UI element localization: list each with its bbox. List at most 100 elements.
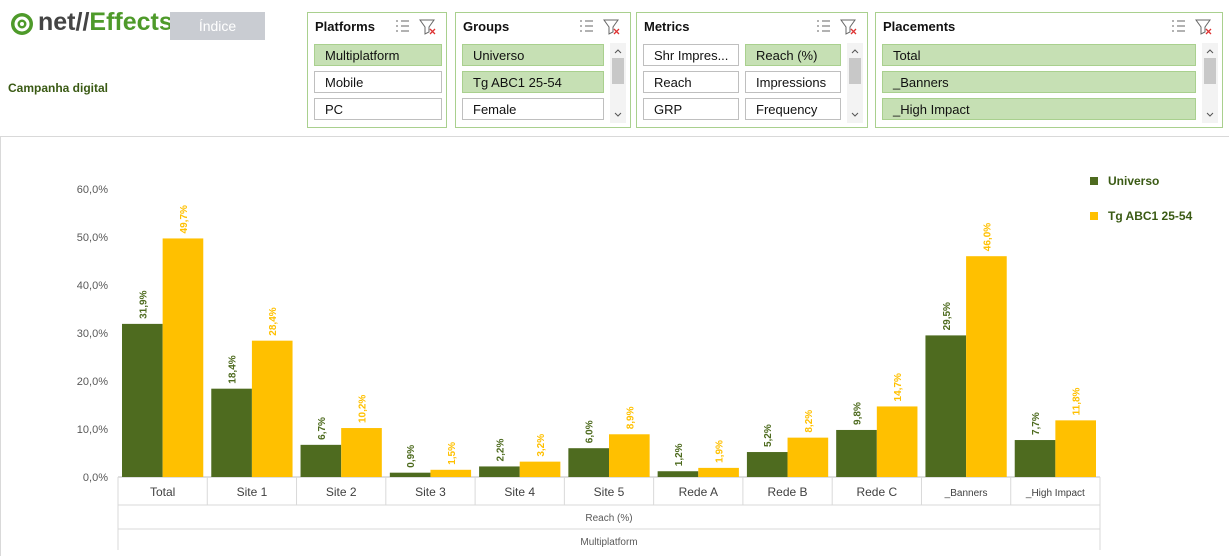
scrollbar[interactable] — [847, 43, 863, 123]
bar — [876, 406, 918, 477]
data-label: 28,4% — [268, 307, 279, 335]
slicer-item[interactable]: Shr Impres... — [643, 44, 739, 66]
slicer: Groups Universo Tg ABC1 25-54 Female — [455, 12, 631, 128]
bar — [609, 434, 650, 477]
x-tick-label: Site 5 — [594, 485, 625, 499]
scroll-arrows[interactable] — [847, 43, 863, 123]
slicer-item[interactable]: Reach (%) — [745, 44, 841, 66]
bar — [1055, 420, 1096, 477]
slicer-icon[interactable] — [813, 17, 861, 35]
slicer-icon[interactable] — [1168, 17, 1216, 35]
slicer-title: Groups — [463, 19, 510, 34]
slicer-item[interactable]: Frequency — [745, 98, 841, 120]
data-label: 8,9% — [625, 406, 636, 429]
slicer: Metrics Shr Impres... Reach (%) Reach Impres… — [636, 12, 868, 128]
bar — [836, 429, 877, 477]
slicer-icon[interactable] — [576, 17, 624, 35]
bar — [698, 467, 739, 477]
bar — [519, 461, 561, 477]
x-tick-label: Site 3 — [415, 485, 446, 499]
data-label: 9,8% — [853, 402, 864, 425]
slicer-item[interactable]: Multiplatform — [314, 44, 442, 66]
x-tick-label: Rede A — [679, 485, 718, 499]
x-axis-level-label: Multiplatform — [580, 537, 637, 548]
data-label: 2,2% — [495, 439, 506, 462]
x-tick-label: Total — [150, 485, 175, 499]
slicer-title: Placements — [883, 19, 956, 34]
data-label: 11,8% — [1072, 387, 1083, 415]
scroll-arrows[interactable] — [1202, 43, 1218, 123]
subtitle: Campanha digital — [8, 81, 109, 95]
logo-text: Effects — [89, 8, 173, 36]
x-tick-label: Site 4 — [504, 485, 535, 499]
x-axis-level-label: Reach (%) — [585, 513, 632, 524]
slicer-item[interactable]: GRP — [643, 98, 739, 120]
slicer-item[interactable]: Universo — [462, 44, 604, 66]
index-button[interactable]: Índice — [170, 12, 265, 40]
scrollbar[interactable] — [610, 43, 626, 123]
logo: net//Effects — [38, 8, 173, 37]
x-tick-label: Site 2 — [326, 485, 357, 499]
y-tick-label: 60,0% — [77, 184, 108, 196]
data-label: 0,9% — [406, 445, 417, 468]
slicer-icon[interactable] — [392, 17, 440, 35]
slicer-item[interactable]: Female — [462, 98, 604, 120]
y-tick-label: 50,0% — [77, 232, 108, 244]
x-tick-label: Rede C — [856, 485, 897, 499]
slicer-item[interactable]: _Banners — [882, 71, 1196, 93]
legend-label: Tg ABC1 25-54 — [1108, 209, 1193, 223]
bar — [389, 472, 431, 477]
slicer-item[interactable]: Impressions — [745, 71, 841, 93]
y-tick-label: 10,0% — [77, 424, 108, 436]
y-tick-label: 30,0% — [77, 328, 108, 340]
data-label: 1,2% — [674, 443, 685, 466]
bar — [568, 448, 609, 477]
scroll-arrows[interactable] — [610, 43, 626, 123]
slicer-icons[interactable] — [392, 17, 440, 40]
slicer-title: Metrics — [644, 19, 690, 34]
data-label: 14,7% — [893, 373, 904, 401]
bar — [162, 238, 204, 477]
slicer-item[interactable]: _High Impact — [882, 98, 1196, 120]
bar — [430, 469, 472, 477]
data-label: 6,0% — [585, 420, 596, 443]
data-label: 1,9% — [715, 440, 726, 463]
bar — [479, 466, 520, 477]
bar — [746, 452, 788, 477]
slicer-icons[interactable] — [1168, 17, 1216, 40]
slicer-title: Platforms — [315, 19, 375, 34]
slicer-item[interactable]: Tg ABC1 25-54 — [462, 71, 604, 93]
slicer: Placements Total _Banners _High Impact — [875, 12, 1223, 128]
bar — [657, 471, 699, 477]
slicer-icons[interactable] — [813, 17, 861, 40]
data-label: 31,9% — [138, 290, 149, 318]
logo-text: net// — [38, 8, 90, 36]
slicer-item[interactable]: Total — [882, 44, 1196, 66]
x-tick-label: Site 1 — [237, 485, 268, 499]
bar — [300, 444, 342, 477]
slicer-icons[interactable] — [576, 17, 624, 40]
legend-label: Universo — [1108, 174, 1159, 188]
bar — [122, 323, 163, 477]
legend-swatch — [1090, 212, 1098, 220]
bar — [211, 388, 252, 477]
x-tick-label: _High Impact — [1025, 488, 1085, 499]
y-tick-label: 40,0% — [77, 280, 108, 292]
chart-frame — [0, 136, 1229, 556]
bar — [341, 428, 382, 477]
logo-icon — [11, 13, 33, 35]
data-label: 10,2% — [358, 395, 369, 423]
slicer: Platforms Multiplatform Mobile PC — [307, 12, 447, 128]
data-label: 49,7% — [179, 205, 190, 233]
data-label: 8,2% — [804, 410, 815, 433]
slicer-item[interactable]: PC — [314, 98, 442, 120]
slicer-item[interactable]: Reach — [643, 71, 739, 93]
slicer-item[interactable]: Mobile — [314, 71, 442, 93]
data-label: 46,0% — [982, 223, 993, 251]
scrollbar[interactable] — [1202, 43, 1218, 123]
data-label: 5,2% — [763, 424, 774, 447]
bar — [787, 437, 829, 477]
data-label: 29,5% — [942, 302, 953, 330]
